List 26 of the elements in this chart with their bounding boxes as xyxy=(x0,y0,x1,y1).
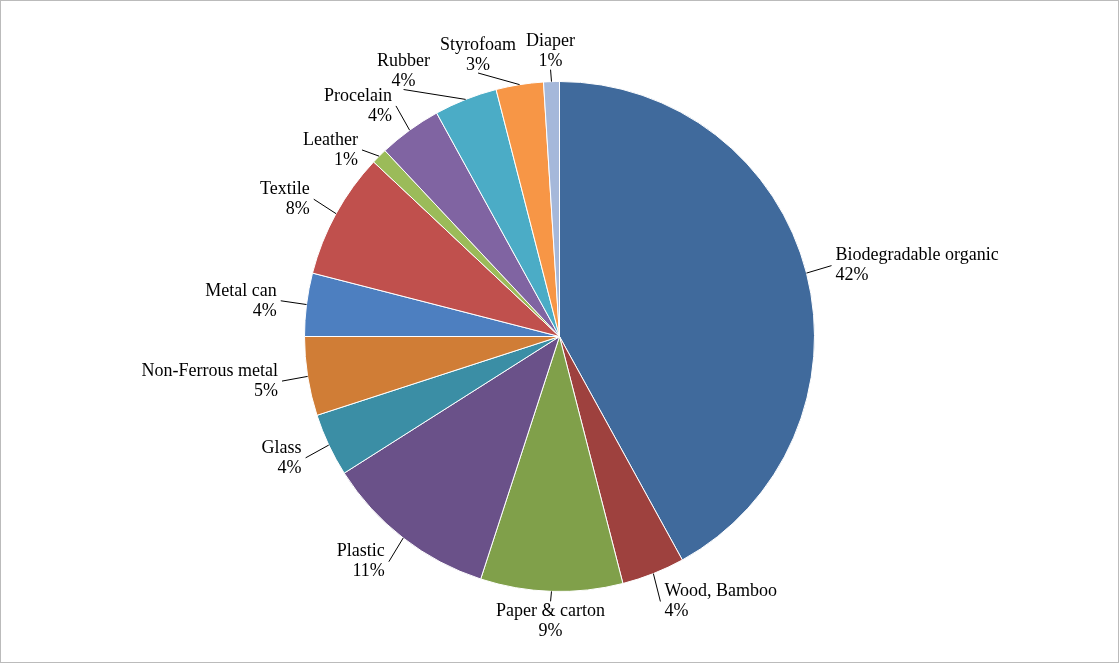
data-label: 42% xyxy=(835,264,869,285)
slice-label: Styrofoam xyxy=(440,33,517,54)
data-label: 4% xyxy=(252,299,277,320)
data-label: 5% xyxy=(254,379,279,400)
slice-label: Wood, Bamboo xyxy=(664,580,777,601)
data-label: 4% xyxy=(391,70,416,91)
data-label: 1% xyxy=(333,148,358,169)
data-label: 11% xyxy=(352,560,385,581)
data-label: 4% xyxy=(367,104,392,125)
data-label: 9% xyxy=(538,620,563,641)
data-label: 4% xyxy=(277,456,302,477)
slice-label: Textile xyxy=(260,177,310,198)
slice-label: Procelain xyxy=(324,84,392,105)
data-label: 4% xyxy=(664,600,689,621)
slice-label: Glass xyxy=(261,436,302,457)
slice-label: Rubber xyxy=(377,50,431,71)
slice-label: Metal can xyxy=(205,279,277,300)
data-label: 3% xyxy=(466,53,491,74)
slice-label: Biodegradable organic xyxy=(835,244,999,265)
slice-label: Plastic xyxy=(336,540,385,561)
data-label: 8% xyxy=(285,197,310,218)
slice-label: Paper & carton xyxy=(496,600,606,621)
slice-label: Non-Ferrous metal xyxy=(141,359,279,380)
slice-label: Diaper xyxy=(526,30,576,51)
data-label: 1% xyxy=(538,50,563,71)
slice-label: Leather xyxy=(303,128,358,149)
